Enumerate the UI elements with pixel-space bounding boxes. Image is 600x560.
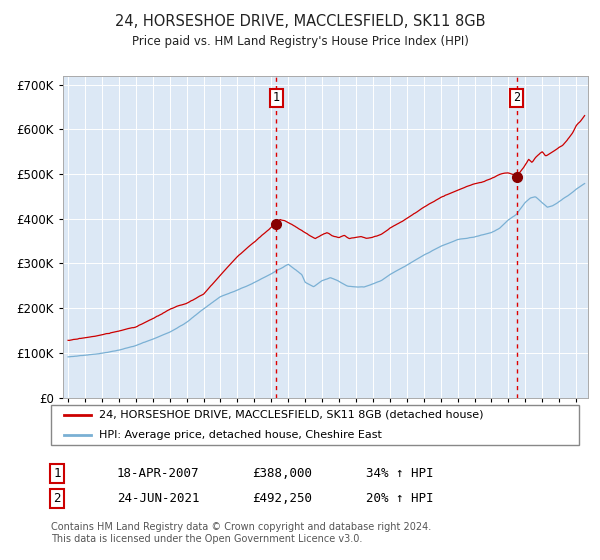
Text: 24, HORSESHOE DRIVE, MACCLESFIELD, SK11 8GB: 24, HORSESHOE DRIVE, MACCLESFIELD, SK11 … bbox=[115, 14, 485, 29]
Text: £492,250: £492,250 bbox=[252, 492, 312, 505]
Text: 18-APR-2007: 18-APR-2007 bbox=[117, 466, 199, 480]
Text: Contains HM Land Registry data © Crown copyright and database right 2024.
This d: Contains HM Land Registry data © Crown c… bbox=[51, 522, 431, 544]
Text: HPI: Average price, detached house, Cheshire East: HPI: Average price, detached house, Ches… bbox=[98, 430, 382, 440]
Text: £388,000: £388,000 bbox=[252, 466, 312, 480]
Text: 1: 1 bbox=[273, 91, 280, 105]
Text: 1: 1 bbox=[53, 466, 61, 480]
Text: 20% ↑ HPI: 20% ↑ HPI bbox=[366, 492, 433, 505]
Text: 2: 2 bbox=[53, 492, 61, 505]
Text: 2: 2 bbox=[513, 91, 520, 105]
Text: 34% ↑ HPI: 34% ↑ HPI bbox=[366, 466, 433, 480]
FancyBboxPatch shape bbox=[51, 405, 579, 445]
Text: 24-JUN-2021: 24-JUN-2021 bbox=[117, 492, 199, 505]
Text: 24, HORSESHOE DRIVE, MACCLESFIELD, SK11 8GB (detached house): 24, HORSESHOE DRIVE, MACCLESFIELD, SK11 … bbox=[98, 410, 483, 420]
Text: Price paid vs. HM Land Registry's House Price Index (HPI): Price paid vs. HM Land Registry's House … bbox=[131, 35, 469, 48]
